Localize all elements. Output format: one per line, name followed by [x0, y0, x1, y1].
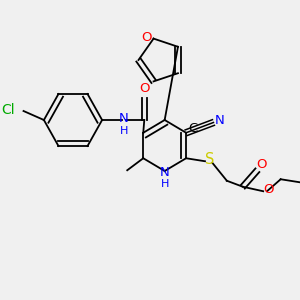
Text: O: O: [263, 183, 274, 196]
Text: Cl: Cl: [1, 103, 15, 116]
Text: H: H: [160, 178, 169, 189]
Text: O: O: [141, 31, 152, 44]
Text: N: N: [160, 166, 169, 179]
Text: N: N: [119, 112, 129, 125]
Text: H: H: [120, 126, 128, 136]
Text: S: S: [205, 152, 214, 167]
Text: C: C: [189, 122, 198, 135]
Text: N: N: [215, 115, 225, 128]
Text: O: O: [139, 82, 150, 95]
Text: O: O: [256, 158, 267, 171]
